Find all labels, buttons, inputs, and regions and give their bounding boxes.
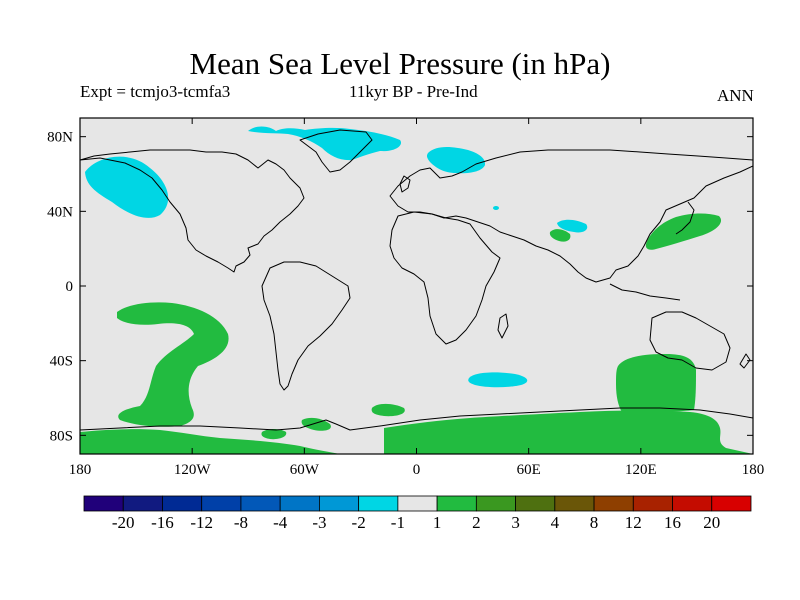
colorbar-swatch — [672, 495, 713, 512]
north-america-coastline — [80, 149, 305, 273]
colorbar-swatch — [83, 495, 124, 512]
colorbar-swatch — [162, 495, 203, 512]
colorbar-label: -1 — [391, 513, 405, 532]
colorbar-label: -20 — [112, 513, 135, 532]
colorbar-label: 20 — [703, 513, 720, 532]
negative-anomaly-layer — [85, 126, 588, 388]
north-atlantic-small-low-region — [493, 206, 499, 210]
lat-tick-label: 0 — [66, 279, 74, 295]
north-pacific-low-region — [85, 156, 169, 218]
eurasia-coastline — [389, 149, 753, 283]
colorbar-swatch — [515, 495, 556, 512]
greenland-coastline — [299, 129, 373, 173]
lon-tick-label: 120W — [174, 462, 212, 478]
colorbar-swatch — [397, 495, 438, 512]
colorbar-label: -12 — [190, 513, 213, 532]
greenland-low-region — [248, 126, 402, 161]
antarctica-coastline — [80, 407, 753, 431]
colorbar-label: 2 — [472, 513, 481, 532]
colorbar-label: 4 — [551, 513, 560, 532]
colorbar-swatch — [240, 495, 281, 512]
africa-coastline — [389, 211, 501, 345]
australia-coastline — [649, 311, 731, 371]
japan-coastline — [675, 201, 695, 235]
colorbar-label: -4 — [273, 513, 288, 532]
colorbar-swatch — [201, 495, 242, 512]
lon-tick-label: 60W — [290, 462, 320, 478]
colorbar: -20 -16 -12 -8 -4 -3 -2 -1 1 2 3 4 8 12 16 20 — [83, 495, 752, 532]
antarctica-high-region — [80, 429, 340, 454]
colorbar-label: 1 — [433, 513, 442, 532]
colorbar-label: 3 — [511, 513, 520, 532]
lat-tick-label: 40N — [47, 204, 73, 220]
south-of-australia-high-region — [616, 354, 696, 412]
period-label: 11kyr BP - Pre-Ind — [349, 82, 478, 101]
madagascar-coastline — [497, 313, 509, 339]
weddell-high-region — [371, 403, 405, 417]
colorbar-swatch — [358, 495, 399, 512]
colorbar-swatch — [632, 495, 673, 512]
lat-tick-label: 40S — [50, 354, 73, 370]
season-label: ANN — [717, 86, 754, 105]
positive-anomaly-layer — [80, 213, 753, 454]
colorbar-label: -16 — [151, 513, 174, 532]
colorbar-swatch — [475, 495, 516, 512]
colorbar-label: -2 — [352, 513, 366, 532]
bellingshausen-high-region — [261, 429, 287, 440]
colorbar-swatch — [436, 495, 477, 512]
lon-tick-label: 120E — [625, 462, 657, 478]
tibet-high-region — [549, 229, 571, 242]
colorbar-label: 8 — [590, 513, 599, 532]
experiment-label: Expt = tcmjo3-tcmfa3 — [80, 82, 231, 101]
coastlines — [80, 129, 753, 431]
axis-ticks: 180 120W 60W 0 60E 120E 180 80N 40N 0 40S 80S — [47, 118, 764, 478]
maritime-continent-coastline — [609, 283, 681, 301]
south-pacific-high-region — [117, 302, 229, 427]
colorbar-swatch — [319, 495, 360, 512]
western-pacific-high-region — [645, 213, 722, 250]
lon-tick-label: 180 — [69, 462, 92, 478]
colorbar-swatch — [593, 495, 634, 512]
colorbar-label: 12 — [625, 513, 642, 532]
lat-tick-label: 80S — [50, 428, 73, 444]
central-asia-low-region — [557, 219, 588, 233]
south-america-coastline — [261, 261, 351, 391]
lon-tick-label: 180 — [742, 462, 765, 478]
colorbar-label: -8 — [234, 513, 248, 532]
lon-tick-label: 0 — [413, 462, 421, 478]
lon-tick-label: 60E — [517, 462, 541, 478]
colorbar-swatch — [122, 495, 163, 512]
colorbar-label: 16 — [664, 513, 681, 532]
colorbar-label: -3 — [312, 513, 326, 532]
colorbar-swatch — [554, 495, 595, 512]
uk-coastline — [399, 175, 411, 193]
colorbar-swatch — [711, 495, 752, 512]
new-zealand-coastline — [739, 353, 751, 369]
lat-tick-label: 80N — [47, 130, 73, 146]
east-antarctica-high-region — [384, 410, 753, 454]
south-indian-ocean-low-region — [468, 372, 528, 388]
map-title: Mean Sea Level Pressure (in hPa) — [189, 46, 611, 81]
colorbar-swatch — [279, 495, 320, 512]
